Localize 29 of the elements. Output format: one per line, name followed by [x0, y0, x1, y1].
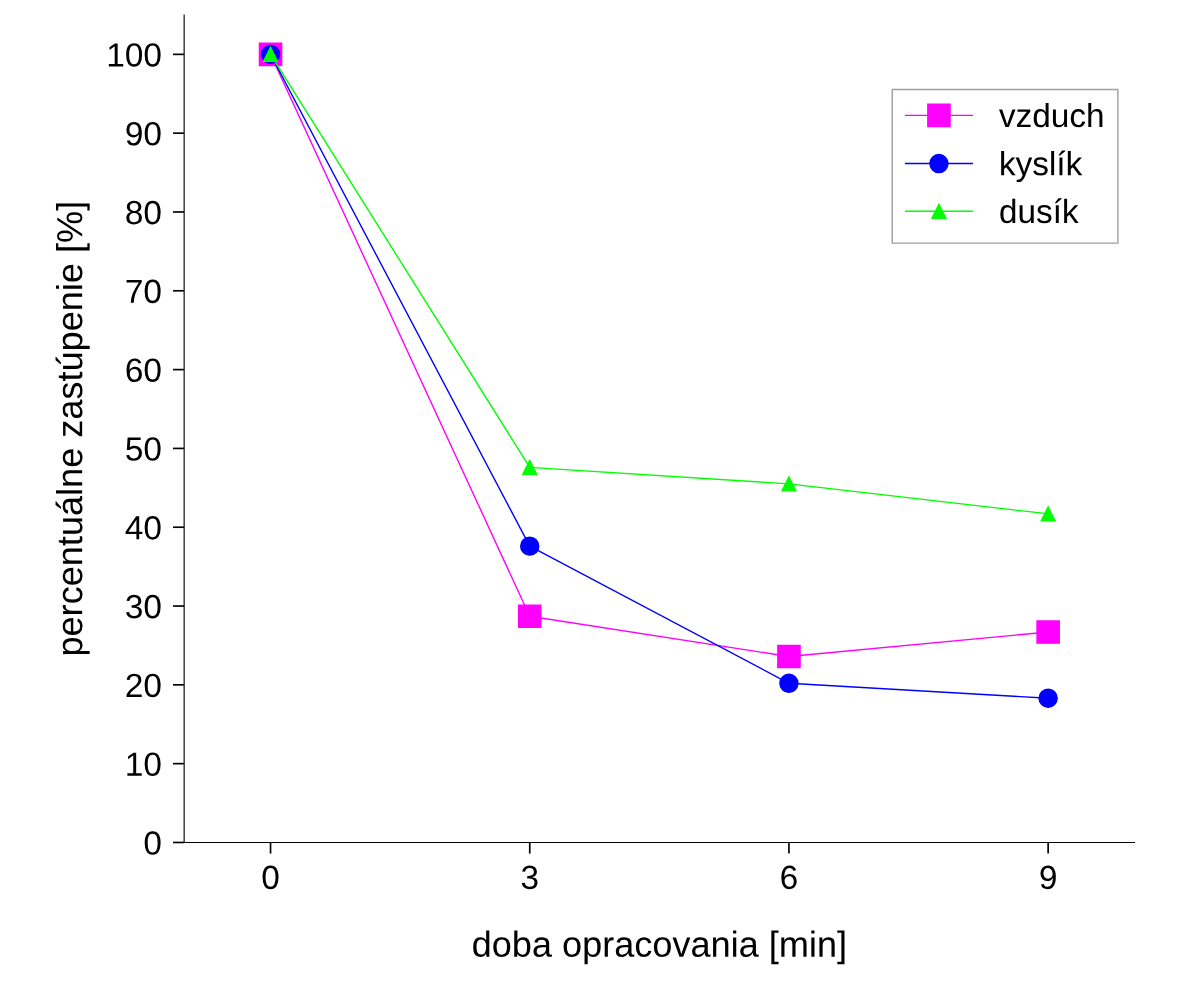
point	[517, 604, 542, 629]
point	[1038, 688, 1058, 708]
y-tick-label: 60	[126, 358, 161, 383]
x-tick-label: 3	[521, 865, 538, 890]
point	[522, 459, 538, 475]
y-tick-label: 10	[127, 752, 161, 777]
point	[1040, 506, 1056, 522]
y-tick-label: 40	[125, 516, 161, 540]
point	[1036, 620, 1060, 644]
point	[777, 644, 801, 669]
y-tick-label: 80	[126, 200, 161, 225]
x-tick-label: 0	[262, 865, 279, 890]
y-tick-label: 30	[126, 594, 161, 619]
point	[520, 536, 540, 556]
legend-label: vzduch	[999, 102, 1103, 128]
y-tick-label: 50	[126, 437, 161, 461]
legend-label: dusík	[1000, 198, 1079, 224]
legend-label: kyslík	[1001, 150, 1083, 183]
x-axis-title: doba opracovania [min]	[473, 930, 845, 965]
y-tick-label: 0	[144, 831, 161, 855]
y-tick-label: 100	[108, 43, 161, 67]
y-axis-title: percentuálne zastúpenie [%]	[55, 203, 90, 655]
y-tick-label: 90	[126, 121, 161, 146]
y-tick-label: 20	[126, 673, 161, 698]
point	[779, 673, 799, 693]
x-tick-label: 6	[781, 865, 797, 890]
y-tick-label: 70	[126, 279, 161, 304]
x-tick-label: 9	[1040, 865, 1056, 890]
point	[781, 476, 797, 492]
